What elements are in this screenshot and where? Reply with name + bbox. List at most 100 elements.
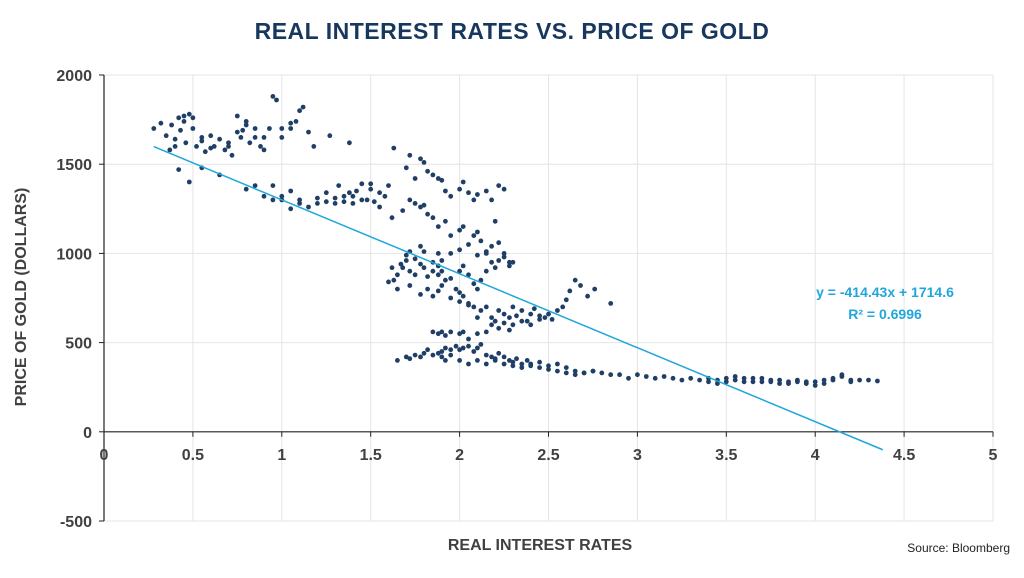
data-point: [288, 206, 294, 212]
data-point: [439, 177, 445, 183]
data-point: [471, 233, 477, 239]
data-point: [270, 197, 276, 203]
data-point: [803, 379, 809, 385]
data-point: [448, 193, 454, 199]
data-point: [332, 201, 338, 206]
data-point: [795, 377, 800, 383]
data-point: [293, 119, 299, 124]
chart-title: REAL INTEREST RATES VS. PRICE OF GOLD: [254, 18, 770, 44]
data-point: [267, 126, 272, 131]
data-point: [661, 374, 667, 379]
data-point: [391, 277, 397, 283]
data-point: [377, 204, 382, 210]
data-point: [510, 363, 516, 369]
data-point: [234, 113, 240, 119]
data-point: [403, 252, 409, 258]
data-point: [364, 197, 370, 203]
data-point: [475, 358, 480, 363]
data-point: [350, 201, 356, 206]
data-point: [443, 277, 448, 283]
data-point: [592, 286, 598, 292]
data-point: [261, 193, 267, 199]
data-point: [537, 313, 542, 319]
data-point: [489, 315, 494, 320]
data-point: [435, 224, 441, 230]
data-point: [563, 370, 569, 376]
data-point: [297, 108, 302, 114]
data-point: [715, 381, 720, 386]
data-point: [519, 361, 525, 367]
data-point: [581, 370, 587, 376]
data-point: [471, 349, 477, 354]
data-point: [466, 343, 471, 349]
data-point: [489, 354, 494, 360]
data-point: [261, 135, 267, 140]
data-point: [507, 259, 512, 265]
data-point: [555, 308, 560, 313]
data-point: [519, 308, 525, 313]
data-point: [439, 349, 445, 354]
y-tick-label: 2000: [56, 68, 92, 85]
data-point: [466, 272, 471, 278]
data-point: [496, 350, 502, 356]
data-point: [608, 301, 614, 306]
data-point: [585, 293, 590, 299]
data-point: [496, 183, 502, 189]
data-point: [421, 350, 427, 356]
x-tick-label: 0: [100, 447, 109, 464]
data-point: [412, 352, 418, 358]
data-point: [377, 190, 382, 196]
x-tick-label: 0.5: [182, 447, 204, 464]
data-point: [531, 306, 537, 312]
data-point: [398, 261, 404, 267]
x-tick-label: 4.5: [893, 447, 915, 464]
data-point: [359, 197, 365, 203]
data-point: [288, 120, 294, 126]
data-point: [274, 97, 279, 103]
data-point: [475, 315, 480, 320]
data-point: [448, 276, 454, 281]
data-point: [448, 233, 454, 239]
data-point: [243, 186, 249, 192]
data-point: [443, 358, 448, 363]
data-point: [471, 197, 477, 203]
data-point: [243, 122, 249, 128]
x-tick-label: 1: [277, 447, 286, 464]
data-point: [202, 149, 208, 155]
data-point: [457, 347, 462, 353]
data-point: [368, 181, 374, 187]
data-point: [435, 251, 441, 256]
data-point: [443, 188, 448, 194]
y-tick-label: -500: [60, 514, 92, 531]
data-point: [489, 259, 494, 265]
data-point: [336, 183, 342, 189]
data-point: [555, 361, 560, 367]
data-point: [510, 322, 516, 328]
data-point: [341, 199, 347, 205]
trendline-equation: y = -414.43x + 1714.6: [816, 284, 954, 300]
data-point: [483, 352, 489, 358]
data-point: [483, 304, 489, 310]
data-point: [341, 193, 347, 199]
data-point: [443, 345, 448, 351]
data-point: [439, 354, 445, 360]
data-point: [226, 140, 231, 146]
data-point: [501, 354, 507, 360]
data-point: [723, 375, 729, 381]
data-point: [688, 375, 694, 381]
data-point: [448, 352, 454, 358]
data-point: [430, 329, 436, 335]
data-point: [389, 215, 395, 221]
data-point: [466, 361, 471, 367]
data-point: [542, 315, 548, 320]
data-point: [252, 135, 258, 140]
data-point: [679, 377, 685, 383]
data-point: [418, 354, 423, 360]
data-point: [421, 202, 427, 208]
data-point: [311, 144, 317, 149]
data-point: [741, 379, 747, 385]
data-point: [412, 256, 418, 262]
data-point: [194, 144, 199, 149]
data-point: [347, 140, 352, 146]
